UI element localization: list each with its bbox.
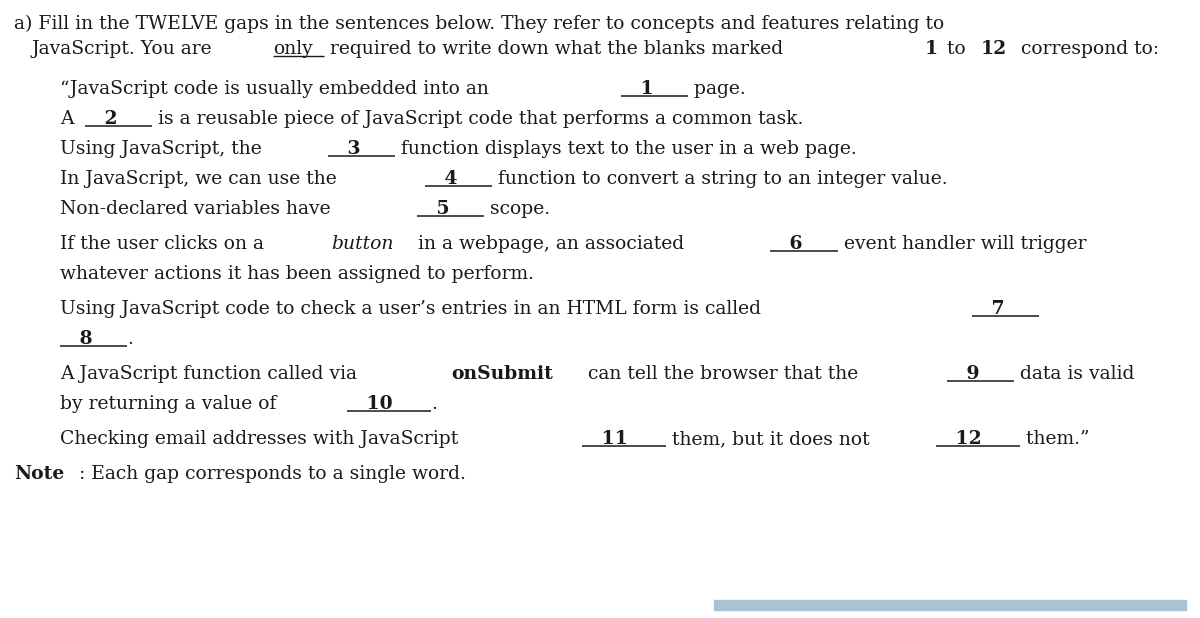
Text: 1: 1 [924,40,937,58]
Text: 8: 8 [60,330,112,348]
Text: Checking email addresses with JavaScript: Checking email addresses with JavaScript [60,430,464,448]
Text: whatever actions it has been assigned to perform.: whatever actions it has been assigned to… [60,265,534,283]
Text: Note: Note [14,465,65,483]
Text: Using JavaScript, the: Using JavaScript, the [60,140,268,158]
Text: In JavaScript, we can use the: In JavaScript, we can use the [60,170,343,188]
Text: only: only [272,40,312,58]
Text: correspond to:: correspond to: [1014,40,1159,58]
Text: to: to [941,40,972,58]
Text: 10: 10 [347,395,412,413]
Text: a) Fill in the TWELVE gaps in the sentences below. They refer to concepts and fe: a) Fill in the TWELVE gaps in the senten… [14,15,944,33]
Text: onSubmit: onSubmit [451,365,553,383]
Text: by returning a value of: by returning a value of [60,395,282,413]
Text: : Each gap corresponds to a single word.: : Each gap corresponds to a single word. [79,465,466,483]
Text: 11: 11 [582,430,647,448]
Bar [714,600,1186,610]
Text: in a webpage, an associated: in a webpage, an associated [412,235,690,253]
Text: scope.: scope. [484,200,550,218]
Text: page.: page. [689,80,746,98]
Text: A: A [60,110,79,128]
Text: required to write down what the blanks marked: required to write down what the blanks m… [324,40,790,58]
Text: 3: 3 [328,140,380,158]
Text: function displays text to the user in a web page.: function displays text to the user in a … [395,140,857,158]
Text: JavaScript. You are: JavaScript. You are [32,40,218,58]
Text: Using JavaScript code to check a user’s entries in an HTML form is called: Using JavaScript code to check a user’s … [60,300,767,318]
Text: them.”: them.” [1020,430,1090,448]
Text: function to convert a string to an integer value.: function to convert a string to an integ… [492,170,948,188]
Text: 2: 2 [85,110,137,128]
Text: is a reusable piece of JavaScript code that performs a common task.: is a reusable piece of JavaScript code t… [152,110,804,128]
Text: event handler will trigger: event handler will trigger [838,235,1086,253]
Text: can tell the browser that the: can tell the browser that the [582,365,865,383]
Text: If the user clicks on a: If the user clicks on a [60,235,270,253]
Text: 12: 12 [980,40,1007,58]
Text: “JavaScript code is usually embedded into an: “JavaScript code is usually embedded int… [60,80,494,98]
Text: 4: 4 [425,170,476,188]
Text: 6: 6 [770,235,822,253]
Text: 1: 1 [622,80,673,98]
Text: them, but it does not: them, but it does not [666,430,876,448]
Text: button: button [331,235,394,253]
Text: 7: 7 [972,300,1025,318]
Text: 5: 5 [416,200,469,218]
Text: data is valid: data is valid [1014,365,1134,383]
Text: .: . [127,330,133,348]
Text: A JavaScript function called via: A JavaScript function called via [60,365,364,383]
Text: 9: 9 [947,365,998,383]
Text: 12: 12 [936,430,1002,448]
Text: Non-declared variables have: Non-declared variables have [60,200,337,218]
Text: .: . [431,395,437,413]
